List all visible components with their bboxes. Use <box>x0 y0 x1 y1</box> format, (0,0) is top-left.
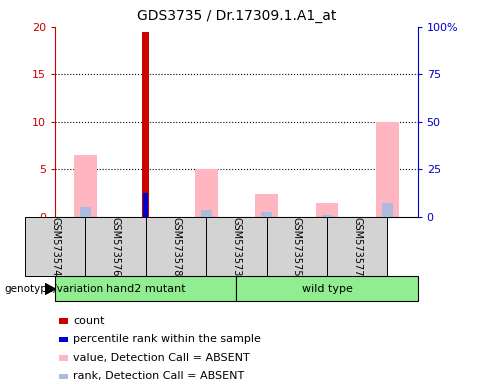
Bar <box>85 217 146 276</box>
Bar <box>322 215 333 217</box>
Bar <box>261 212 272 217</box>
Bar <box>144 193 148 217</box>
Bar <box>376 122 399 217</box>
Text: GSM573575: GSM573575 <box>292 217 302 276</box>
Bar <box>315 203 338 217</box>
Text: GSM573574: GSM573574 <box>50 217 60 276</box>
Bar <box>55 276 237 301</box>
Text: GSM573573: GSM573573 <box>231 217 241 276</box>
Bar <box>266 217 327 276</box>
Text: wild type: wild type <box>301 284 352 294</box>
Text: hand2 mutant: hand2 mutant <box>106 284 186 294</box>
Bar <box>327 217 387 276</box>
Title: GDS3735 / Dr.17309.1.A1_at: GDS3735 / Dr.17309.1.A1_at <box>137 9 336 23</box>
Bar <box>59 318 68 324</box>
Bar <box>255 194 278 217</box>
Bar <box>195 169 217 217</box>
Bar <box>206 217 266 276</box>
Bar <box>25 217 85 276</box>
Text: value, Detection Call = ABSENT: value, Detection Call = ABSENT <box>73 353 250 363</box>
Bar <box>382 203 393 217</box>
Bar <box>59 337 68 342</box>
Bar <box>74 155 97 217</box>
Text: GSM573578: GSM573578 <box>171 217 181 276</box>
Bar <box>142 31 149 217</box>
Text: genotype/variation: genotype/variation <box>5 284 104 294</box>
Bar <box>80 207 91 217</box>
Text: GSM573576: GSM573576 <box>110 217 120 276</box>
Bar <box>59 374 68 379</box>
Polygon shape <box>45 283 55 295</box>
Text: count: count <box>73 316 105 326</box>
Bar <box>146 217 206 276</box>
Bar <box>201 210 212 217</box>
Bar <box>237 276 418 301</box>
Text: GSM573577: GSM573577 <box>352 217 362 276</box>
Text: percentile rank within the sample: percentile rank within the sample <box>73 334 261 344</box>
Bar <box>59 355 68 361</box>
Text: rank, Detection Call = ABSENT: rank, Detection Call = ABSENT <box>73 371 245 381</box>
